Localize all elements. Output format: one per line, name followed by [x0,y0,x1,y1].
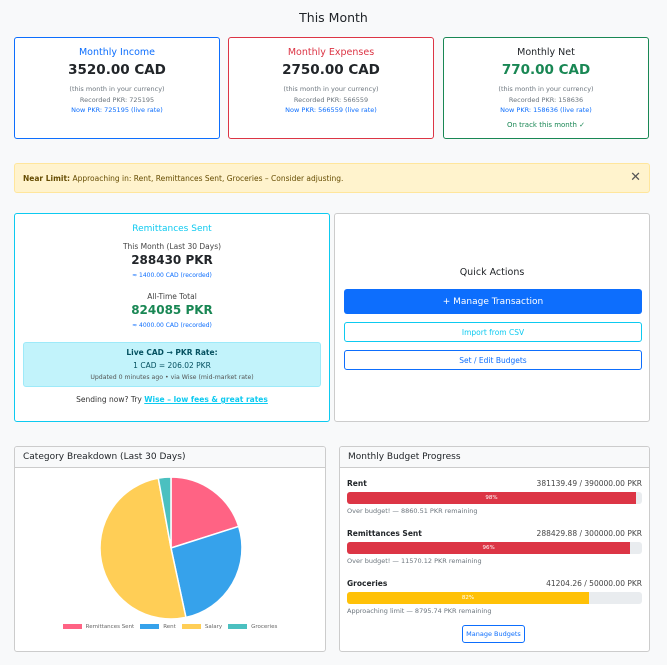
remittances-title: Remittances Sent [132,224,212,234]
net-status: On track this month ✓ [506,120,586,129]
pie-slice-remittances-sent[interactable] [170,476,240,550]
chart-legend: Remittances Sent Rent Salary Groceries [15,624,325,630]
set-budgets-button[interactable]: Set / Edit Budgets [344,350,642,370]
income-title: Monthly Income [78,47,155,58]
budget-note: Over budget! — 8860.51 PKR remaining [347,507,478,515]
legend-label: Rent [163,624,176,630]
alert-label: Near Limit: [23,174,71,183]
budget-amount: 381139.49 / 390000.00 PKR [536,479,642,488]
income-value: 3520.00 CAD [68,62,166,78]
legend-label: Salary [204,624,223,630]
close-icon[interactable]: ✕ [630,170,641,185]
legend-swatch [62,624,82,629]
budget-name: Rent [347,479,367,488]
expenses-recorded: Recorded PKR: 566559 [293,95,369,104]
net-card: Monthly Net 770.00 CAD (this month in yo… [443,37,649,139]
rate-title: Live CAD → PKR Rate: [126,348,218,357]
progress-bar: 82% [347,592,642,604]
rate-updated: Updated 0 minutes ago • via Wise (mid-ma… [90,374,254,381]
total-label: All-Time Total [147,292,197,301]
legend-item: Salary [181,624,223,630]
progress-fill: 98% [347,492,637,504]
net-title: Monthly Net [517,47,575,58]
pie-slice-groceries[interactable] [157,476,172,549]
month-cad: ≈ 1400.00 CAD (recorded) [132,272,212,279]
send-now: Sending now? Try Wise – low fees & great… [15,395,329,404]
alert-text: Approaching in: Rent, Remittances Sent, … [70,174,344,183]
progress-fill: 82% [347,592,589,604]
legend-label: Remittances Sent [85,624,135,630]
month-value: 288430 PKR [131,253,213,267]
budget-name: Remittances Sent [347,529,422,538]
legend-item: Rent [140,624,176,630]
legend-swatch [228,624,248,629]
expenses-value: 2750.00 CAD [282,62,380,78]
income-now: Now PKR: 725195 (live rate) [71,106,163,114]
import-csv-button[interactable]: Import from CSV [344,322,642,342]
wise-link[interactable]: Wise – low fees & great rates [144,395,268,404]
budget-row-rent: Rent 381139.49 / 390000.00 PKR 98% Over … [347,479,642,515]
progress-bar: 96% [347,542,642,554]
budget-title: Monthly Budget Progress [340,447,649,468]
manage-transaction-button[interactable]: + Manage Transaction [344,289,642,314]
page-title: This Month [299,10,368,25]
total-cad: ≈ 4000.00 CAD (recorded) [132,322,212,329]
legend-item: Groceries [228,624,277,630]
near-limit-alert: Near Limit: Approaching in: Rent, Remitt… [14,163,650,193]
progress-fill: 96% [347,542,631,554]
remittances-card: Remittances Sent This Month (Last 30 Day… [14,213,330,422]
category-breakdown-panel: Category Breakdown (Last 30 Days) Remitt… [14,446,326,652]
net-value: 770.00 CAD [501,62,591,78]
expenses-title: Monthly Expenses [287,47,375,58]
expenses-note: (this month in your currency) [283,85,379,93]
live-rate-box: Live CAD → PKR Rate: 1 CAD = 206.02 PKR … [23,342,321,387]
send-prefix: Sending now? Try [76,395,145,404]
net-recorded: Recorded PKR: 158636 [508,95,584,104]
quick-actions-card: Quick Actions + Manage Transaction Impor… [334,213,650,422]
legend-swatch [181,624,201,629]
income-recorded: Recorded PKR: 725195 [79,95,155,104]
expenses-now: Now PKR: 566559 (live rate) [285,106,377,114]
category-title: Category Breakdown (Last 30 Days) [15,447,325,468]
pie-chart [99,476,243,620]
pie-slice-rent[interactable] [170,525,243,619]
net-note: (this month in your currency) [498,85,594,93]
legend-label: Groceries [251,624,278,630]
legend-swatch [140,624,160,629]
budget-row-remittances: Remittances Sent 288429.88 / 300000.00 P… [347,529,642,565]
budget-note: Over budget! — 11570.12 PKR remaining [347,557,482,565]
total-value: 824085 PKR [131,303,213,317]
legend-item: Remittances Sent [62,624,135,630]
budget-progress-panel: Monthly Budget Progress Rent 381139.49 /… [339,446,650,652]
budget-row-groceries: Groceries 41204.26 / 50000.00 PKR 82% Ap… [347,579,642,615]
income-note: (this month in your currency) [69,85,165,93]
budget-name: Groceries [347,579,388,588]
income-card: Monthly Income 3520.00 CAD (this month i… [14,37,220,139]
month-label: This Month (Last 30 Days) [122,242,222,251]
expenses-card: Monthly Expenses 2750.00 CAD (this month… [228,37,434,139]
quick-actions-title: Quick Actions [459,267,525,278]
budget-amount: 288429.88 / 300000.00 PKR [536,529,642,538]
rate-value: 1 CAD = 206.02 PKR [133,361,211,370]
net-now: Now PKR: 158636 (live rate) [500,106,592,114]
manage-budgets-button[interactable]: Manage Budgets [462,625,525,643]
budget-amount: 41204.26 / 50000.00 PKR [546,579,642,588]
budget-note: Approaching limit — 8795.74 PKR remainin… [347,607,492,615]
progress-bar: 98% [347,492,642,504]
